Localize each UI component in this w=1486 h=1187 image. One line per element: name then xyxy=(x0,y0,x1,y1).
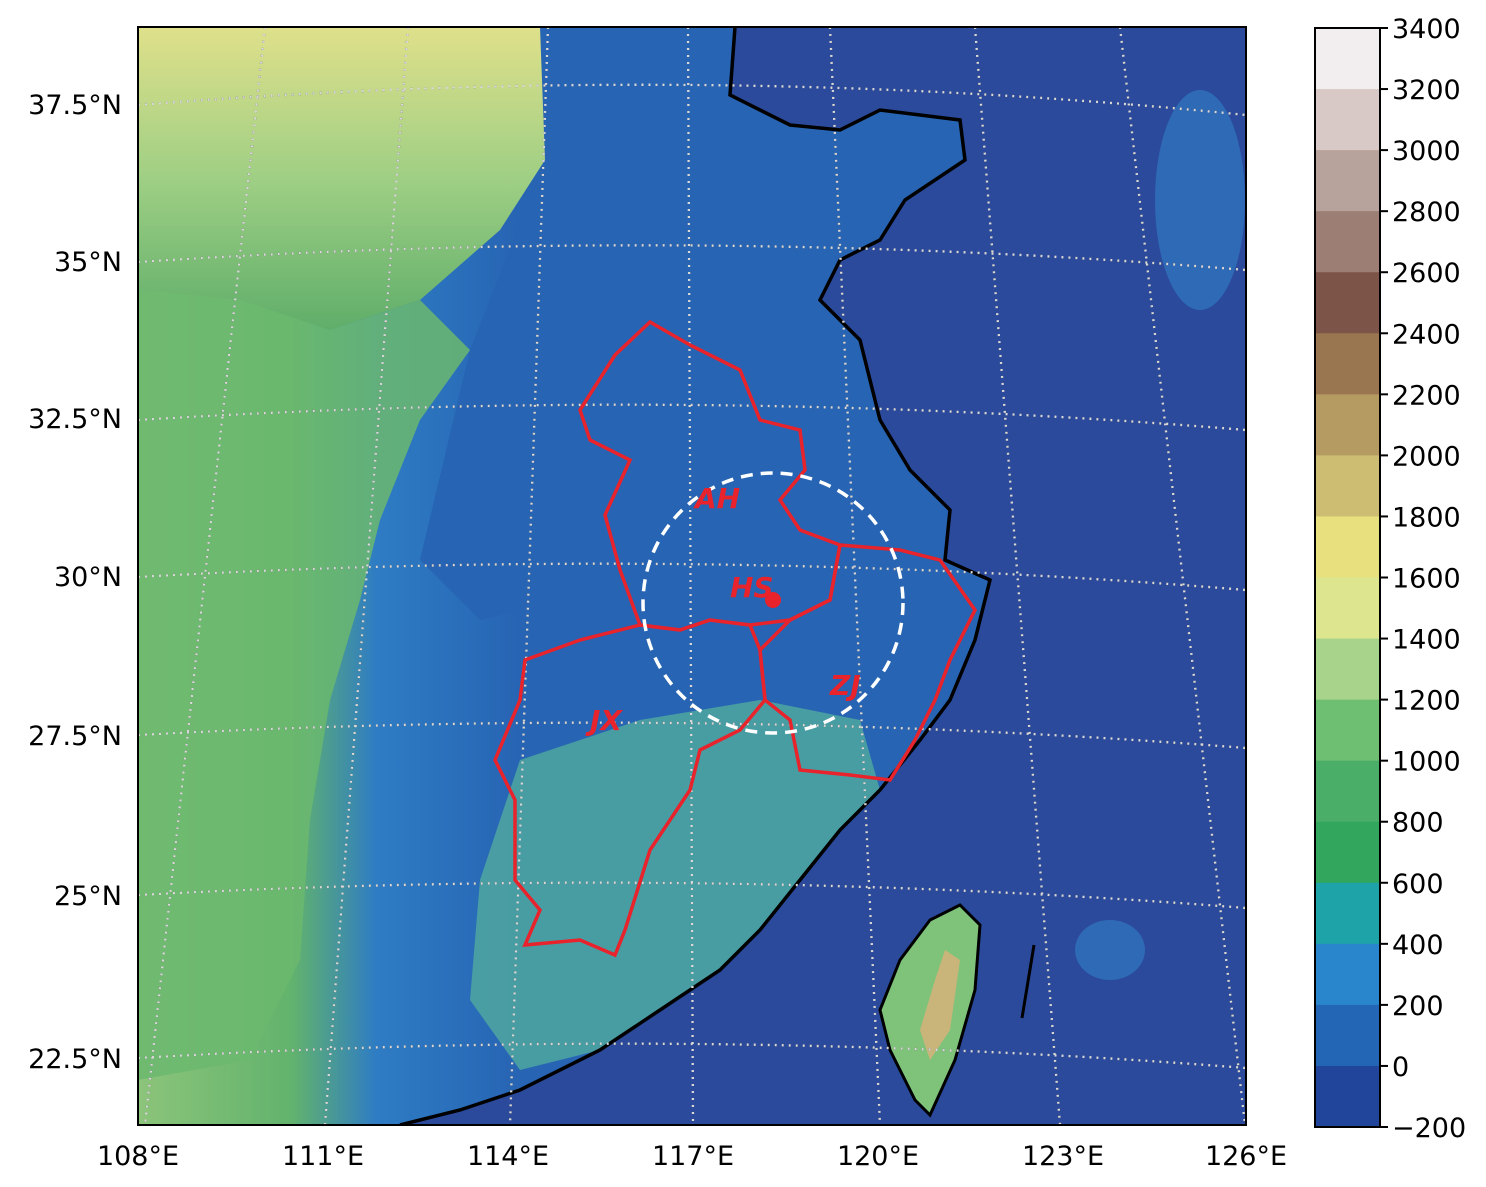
lat-label: 37.5°N xyxy=(28,90,122,121)
colorbar-tick-label: 1600 xyxy=(1392,564,1461,595)
colorbar-swatch xyxy=(1315,699,1380,762)
colorbar-tick-label: 0 xyxy=(1392,1052,1409,1083)
colorbar-tick-label: 2200 xyxy=(1392,380,1461,411)
colorbar-swatch xyxy=(1315,333,1380,395)
scale-line xyxy=(1020,944,1036,1019)
anhui-border xyxy=(578,319,842,632)
colorbar-ticks: 3400320030002800260024002200200018001600… xyxy=(1380,14,1466,1144)
lat-label: 32.5°N xyxy=(28,404,122,435)
zhejiang-border xyxy=(758,543,978,782)
colorbar-swatch xyxy=(1315,455,1380,517)
colorbar-tick-label: 800 xyxy=(1392,808,1444,839)
colorbar-tick-label: 400 xyxy=(1392,930,1444,961)
colorbar-swatch xyxy=(1315,394,1380,456)
ocean-bank xyxy=(1155,90,1245,310)
study-area-circle xyxy=(641,471,905,735)
province-borders xyxy=(493,319,978,958)
latitude-labels: 37.5°N 35°N 32.5°N 30°N 27.5°N 25°N 22.5… xyxy=(28,90,122,1075)
colorbar-swatch xyxy=(1315,821,1380,884)
colorbar-tick-label: 2800 xyxy=(1392,197,1461,228)
colorbar-tick-label: 1200 xyxy=(1392,686,1461,717)
lat-label: 27.5°N xyxy=(28,721,122,752)
colorbar-swatch xyxy=(1315,211,1380,273)
lon-label: 123°E xyxy=(1022,1141,1104,1172)
colorbar-swatch xyxy=(1315,943,1380,1006)
southern-hills xyxy=(470,700,880,1070)
colorbar-tick-label: 2400 xyxy=(1392,319,1461,350)
lon-label: 111°E xyxy=(282,1141,364,1172)
ocean-bank xyxy=(1075,920,1145,980)
region-label-hs: HS xyxy=(730,571,774,604)
lon-label: 120°E xyxy=(837,1141,919,1172)
colorbar-tick-label: 2000 xyxy=(1392,441,1461,472)
jiangxi-border xyxy=(493,618,767,958)
longitude-labels: 108°E 111°E 114°E 117°E 120°E 123°E 126°… xyxy=(97,1141,1287,1172)
colorbar-tick-label: 3200 xyxy=(1392,75,1461,106)
colorbar-tick-label: 1800 xyxy=(1392,502,1461,533)
map-border xyxy=(137,26,1247,1126)
northwest-highlands xyxy=(138,27,545,330)
colorbar-swatch xyxy=(1315,760,1380,823)
colorbar-swatch xyxy=(1315,1065,1380,1128)
colorbar-swatch xyxy=(1315,516,1380,578)
hs-marker xyxy=(765,592,781,608)
colorbar-tick-label: 1000 xyxy=(1392,747,1461,778)
colorbar-tick-label: 600 xyxy=(1392,869,1444,900)
lon-label: 126°E xyxy=(1205,1141,1287,1172)
colorbar: 3400320030002800260024002200200018001600… xyxy=(1314,14,1466,1144)
colorbar-swatch xyxy=(1315,638,1380,701)
lon-label: 108°E xyxy=(97,1141,179,1172)
colorbar-swatch xyxy=(1315,882,1380,945)
colorbar-swatch xyxy=(1315,1004,1380,1067)
lat-label: 22.5°N xyxy=(28,1044,122,1075)
colorbar-swatches xyxy=(1315,28,1380,1128)
lat-label: 35°N xyxy=(54,247,122,278)
lon-label: 114°E xyxy=(467,1141,549,1172)
region-label-ah: AH xyxy=(693,482,740,515)
colorbar-swatch xyxy=(1315,577,1380,640)
colorbar-swatch xyxy=(1315,28,1380,90)
taiwan-mountains xyxy=(920,950,960,1060)
colorbar-tick-label: 2600 xyxy=(1392,258,1461,289)
map-panel: AH HS ZJ JX xyxy=(138,27,1246,1125)
lon-label: 117°E xyxy=(652,1141,734,1172)
region-label-jx: JX xyxy=(585,704,623,737)
colorbar-tick-label: −200 xyxy=(1392,1113,1466,1144)
lat-label: 30°N xyxy=(54,562,122,593)
colorbar-tick-label: 3400 xyxy=(1392,14,1461,45)
western-highlands xyxy=(138,290,470,1080)
colorbar-swatch xyxy=(1315,150,1380,212)
colorbar-tick-label: 200 xyxy=(1392,991,1444,1022)
colorbar-swatch xyxy=(1315,272,1380,334)
lat-label: 25°N xyxy=(54,881,122,912)
colorbar-tick-label: 3000 xyxy=(1392,136,1461,167)
colorbar-swatch xyxy=(1315,89,1380,151)
coastline xyxy=(399,27,993,1125)
region-label-zj: ZJ xyxy=(829,669,861,702)
colorbar-tick-label: 1400 xyxy=(1392,625,1461,656)
